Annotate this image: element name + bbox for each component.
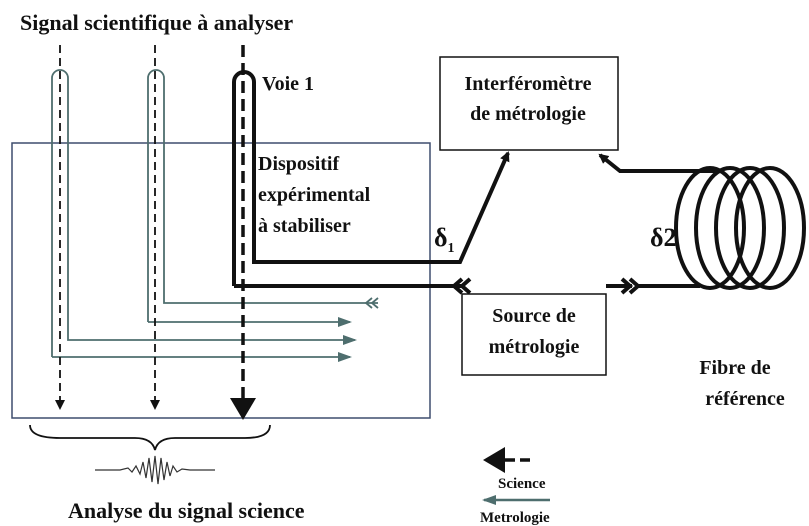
delta1: δ1 xyxy=(434,223,455,256)
science-paths xyxy=(55,45,160,410)
interferogram xyxy=(95,455,215,485)
legend-metrology: Metrologie xyxy=(480,510,550,526)
metrology-loops xyxy=(51,69,379,362)
voie1-loop xyxy=(232,70,806,295)
delta2: δ2 xyxy=(650,223,677,252)
setup-label: Dispositif expérimental à stabiliser xyxy=(258,153,371,237)
interferometer-box xyxy=(439,56,619,151)
output-label: Analyse du signal science xyxy=(68,498,305,523)
brace xyxy=(29,424,271,451)
title: Signal scientifique à analyser xyxy=(20,10,293,35)
source-box xyxy=(461,293,607,376)
channel-label: Voie 1 xyxy=(262,73,314,95)
source-label: Source de métrologie xyxy=(489,305,580,358)
interferometer-label: Interféromètre de métrologie xyxy=(465,73,592,125)
fiber-label: Fibre de référence xyxy=(699,357,785,410)
setup-box xyxy=(11,142,431,419)
legend-science: Science xyxy=(498,476,546,492)
